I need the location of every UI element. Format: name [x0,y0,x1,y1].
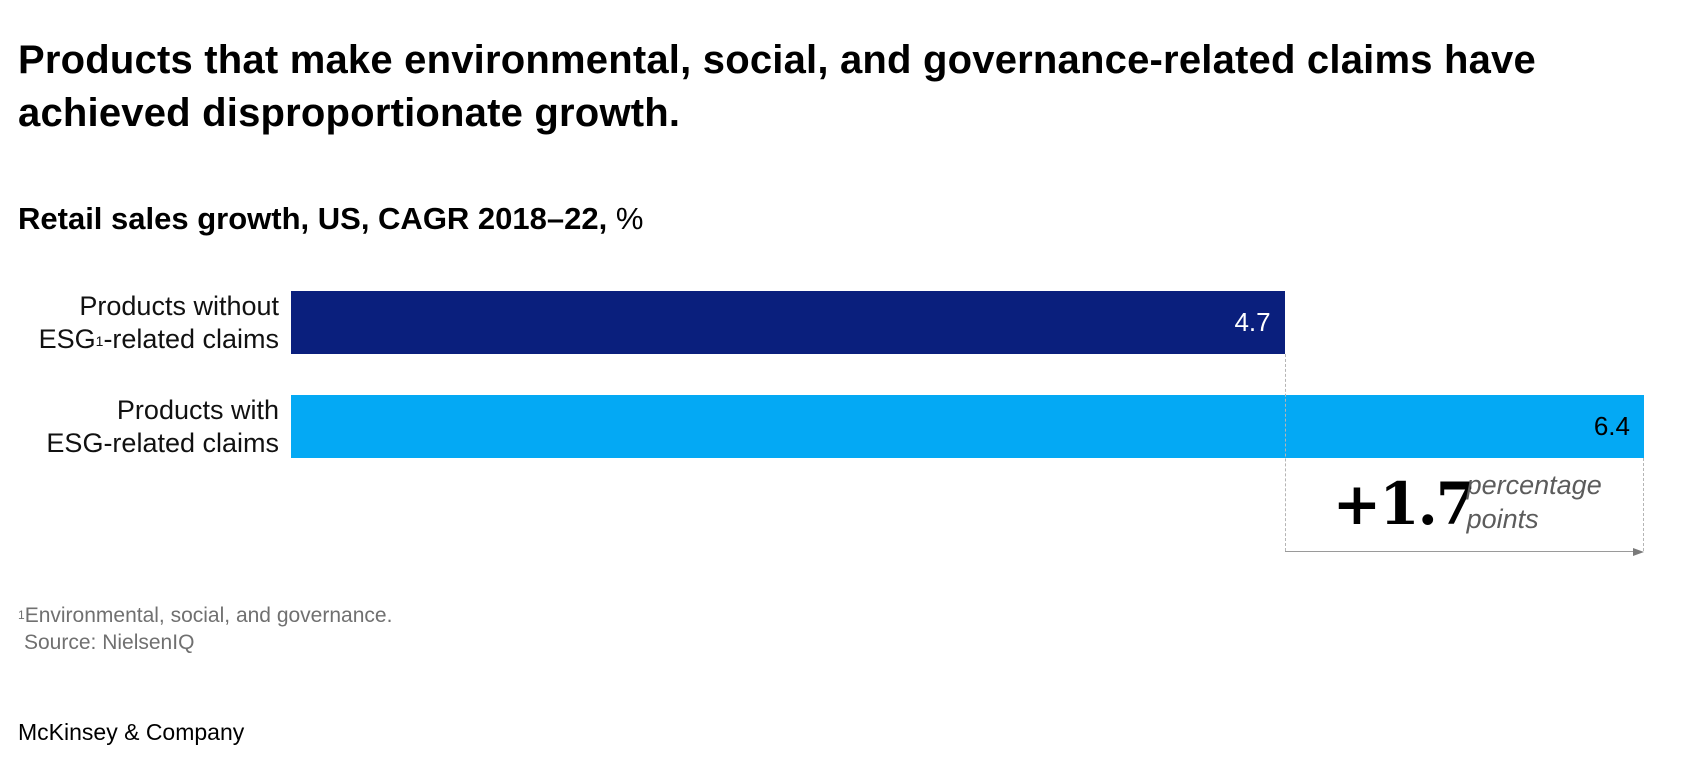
arrow-right-icon [1633,548,1644,556]
source-text: Source: NielsenIQ [24,631,195,654]
footnote-text: 1Environmental, social, and governance. [18,602,392,629]
category-label-text: -related claims [103,324,279,354]
bar-without-esg [291,291,1285,354]
category-label-without-esg: Products without ESG1-related claims [39,290,279,356]
category-label-line: ESG1-related claims [39,323,279,356]
difference-guide-line-right [1643,458,1644,551]
difference-value: +1.7 [1332,470,1477,538]
bar-value-label-without-esg: 4.7 [1234,307,1271,337]
subtitle-text: Retail sales growth, US, CAGR 2018–22, [18,201,608,236]
category-label-text: ESG [38,324,96,354]
difference-bracket-line [1284,551,1636,552]
category-label-line: ESG-related claims [46,428,279,458]
footnote-marker: 1 [18,608,25,622]
footnote-definition: Environmental, social, and governance. [24,604,393,627]
footnote: 1Environmental, social, and governance. … [18,602,392,656]
difference-unit: percentage points [1467,468,1602,536]
chart-title: Products that make environmental, social… [18,38,1536,135]
difference-unit-line: percentage [1466,470,1602,500]
brand-logo-text: McKinsey & Company [18,719,245,745]
difference-guide-line-left [1284,354,1286,551]
bar-with-esg [291,395,1644,458]
subtitle-unit: % [615,201,644,236]
difference-unit-line: points [1466,504,1539,534]
chart-subtitle: Retail sales growth, US, CAGR 2018–22, % [18,199,643,239]
category-label-line: Products without [79,291,279,321]
footnote-marker: 1 [95,333,104,349]
category-label-with-esg: Products with ESG-related claims [46,394,279,460]
category-label-line: Products with [116,395,279,425]
bar-value-label-with-esg: 6.4 [1593,411,1630,441]
